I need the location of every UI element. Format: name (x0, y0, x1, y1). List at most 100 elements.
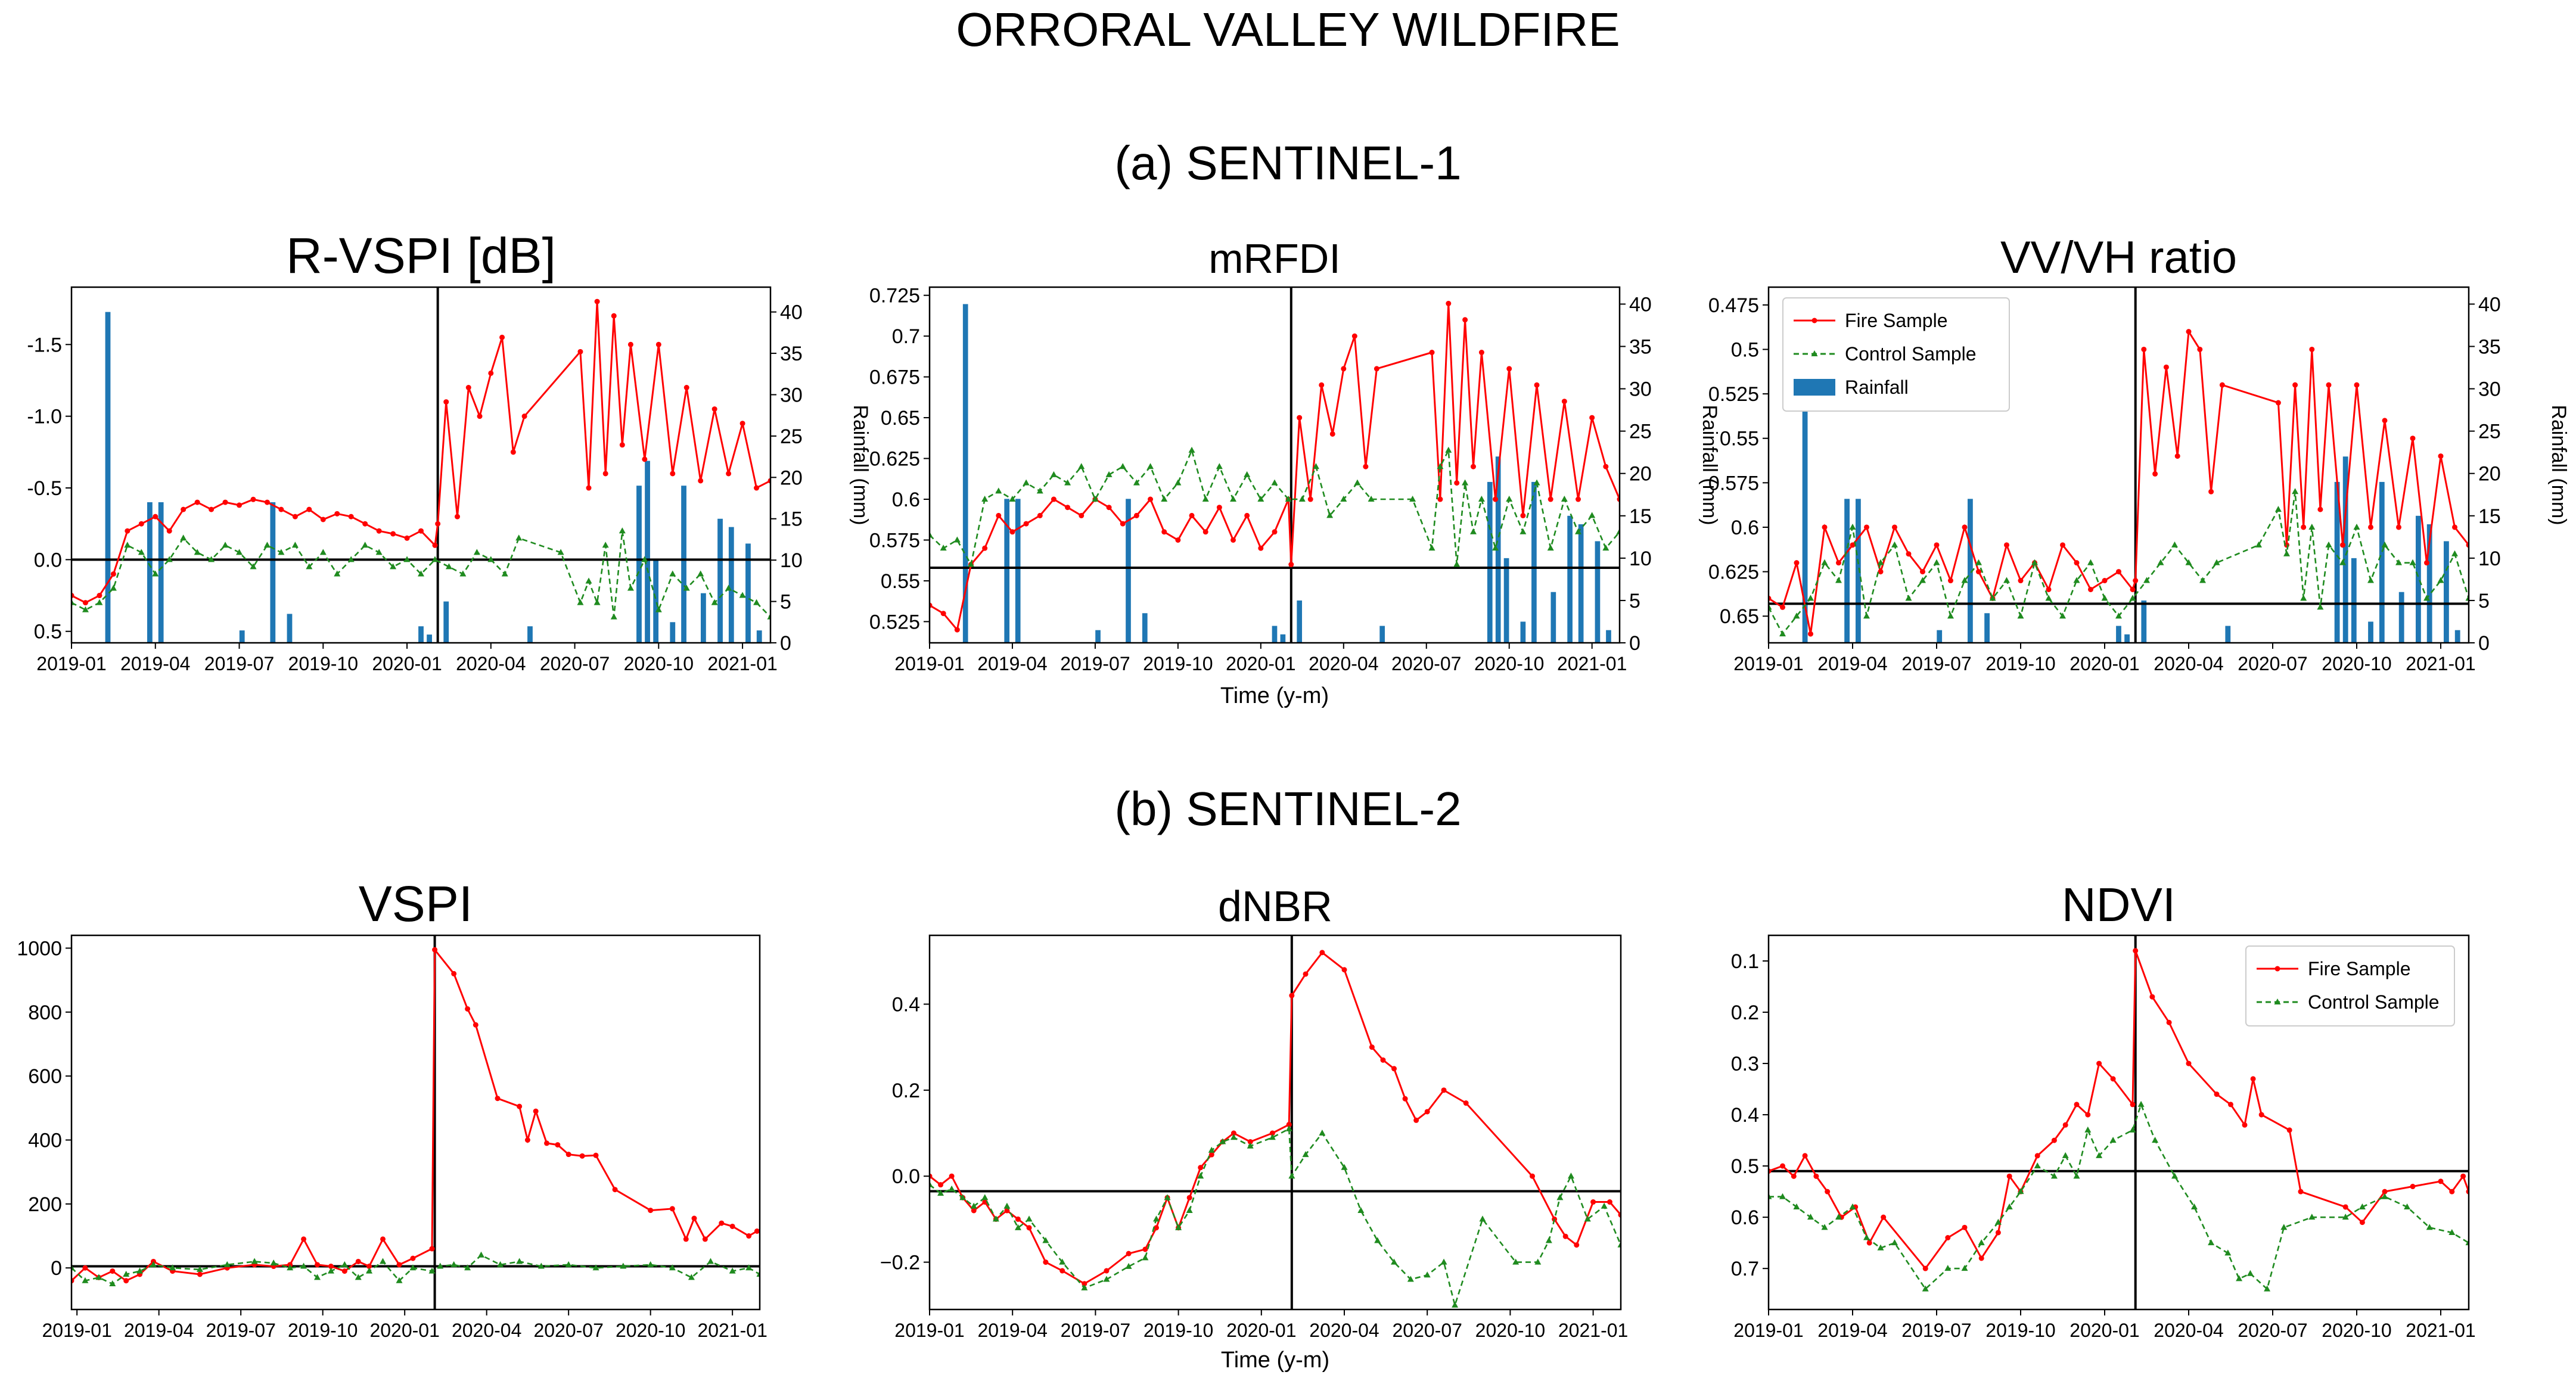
chart-ndvi-fire-point (1813, 1173, 1819, 1179)
chart-vvvh-control-point (1989, 595, 1996, 601)
chart-dnbr-control-point (1319, 1130, 1326, 1136)
chart-vspi-fire-point (380, 1236, 386, 1242)
chart-vvvh-control-point (2059, 612, 2066, 619)
chart-vvvh-x-tick-label: 2020-07 (2238, 653, 2307, 674)
chart-rvspi-fire-point (577, 349, 583, 354)
chart-vspi-fire-point (669, 1206, 675, 1212)
chart-vvvh: VV/VH ratio 0 5 10 15 20 25 30 35 40 Rainfall (mm)… (1708, 232, 2570, 674)
chart-rvspi-y2-tick-label: 0 (780, 632, 791, 655)
chart-rvspi-y2-tick-label: 20 (780, 466, 803, 489)
chart-dnbr-fire-point (1530, 1173, 1536, 1179)
chart-rvspi-fire-point (521, 413, 527, 419)
chart-dnbr-x-tick-label: 2021-01 (1558, 1320, 1628, 1341)
chart-vvvh-y-tick-label: 0.6 (1731, 517, 1759, 539)
chart-dnbr-control-point (1103, 1276, 1110, 1282)
chart-ndvi-fire-point (1881, 1214, 1887, 1220)
chart-vvvh-fire-point (2410, 436, 2416, 441)
chart-rvspi-fire-point (611, 313, 617, 319)
chart-rvspi-x-tick-label: 2019-01 (36, 653, 106, 674)
chart-vvvh-control-point (2409, 559, 2416, 565)
chart-dnbr-control-point (1601, 1202, 1608, 1209)
chart-rvspi-rainfall-bar (745, 543, 751, 643)
chart-vspi-x-tick-label: 2021-01 (697, 1320, 767, 1341)
chart-ndvi-control-point (1922, 1285, 1929, 1292)
chart-ndvi-fire-point (2186, 1060, 2192, 1066)
chart-vvvh-rainfall-bar (2116, 626, 2121, 643)
chart-dnbr-control-point (1374, 1237, 1381, 1243)
chart-rvspi-fire-point (627, 341, 633, 347)
chart-vspi-fire-point (565, 1152, 571, 1158)
chart-mrfdi-series-control (930, 446, 1620, 567)
chart-rvspi-y2-label: Rainfall (mm) (849, 405, 872, 525)
chart-ndvi-y-tick-label: 0.3 (1731, 1053, 1759, 1075)
chart-vvvh-x-tick-label: 2020-10 (2322, 653, 2391, 674)
chart-vvvh-rainfall-bar (2454, 630, 2460, 643)
chart-rvspi-fire-point (362, 521, 368, 527)
chart-ndvi-fire-point (2062, 1122, 2068, 1128)
chart-vvvh-control-point (1933, 559, 1940, 565)
chart-rvspi-control-point (669, 570, 676, 577)
chart-vspi-control-point (314, 1274, 321, 1280)
chart-rvspi-x-tick-label: 2019-07 (204, 653, 274, 674)
chart-vvvh-control-point (1821, 559, 1828, 565)
chart-rvspi-y2-tick-label: 10 (780, 549, 803, 572)
chart-rvspi-fire-point (488, 370, 494, 376)
chart-rvspi-fire-point (250, 496, 256, 502)
chart-mrfdi-control-point (1506, 496, 1513, 502)
chart-mrfdi-fire-point (1319, 382, 1325, 388)
chart-dnbr-y-tick-label: −0.2 (880, 1252, 920, 1274)
chart-rvspi-control-point (362, 542, 369, 548)
chart-vvvh-rainfall-bar (2379, 481, 2385, 643)
chart-mrfdi-y-tick-label: 0.525 (869, 611, 920, 633)
chart-vvvh-fire-point (2438, 453, 2444, 459)
chart-rvspi-fire-point (510, 449, 516, 455)
chart-dnbr-control-point (1125, 1262, 1132, 1269)
chart-ndvi-control-point (2017, 1188, 2024, 1195)
chart-rvspi-control-point (655, 606, 662, 612)
chart-rvspi-x-tick-label: 2019-10 (288, 653, 358, 674)
chart-vvvh-control-point (1793, 612, 1800, 619)
chart-vvvh-fire-point (2317, 506, 2323, 512)
chart-vspi-control-point (341, 1261, 348, 1267)
chart-vvvh-fire-point (1934, 542, 1940, 548)
chart-dnbr-series-control (930, 1125, 1621, 1308)
chart-ndvi-y-tick-label: 0.6 (1731, 1206, 1759, 1229)
chart-rvspi-fire-point (292, 514, 298, 520)
chart-vspi-fire-point (612, 1187, 618, 1193)
chart-vspi-control-point (223, 1261, 231, 1267)
chart-ndvi-fire-point (2214, 1091, 2220, 1097)
chart-dnbr-y-tick-label: 0.2 (892, 1080, 920, 1102)
chart-vvvh-fire-point (2309, 346, 2315, 352)
chart-ndvi-control-point (2381, 1193, 2388, 1199)
chart-mrfdi-control-point (1478, 496, 1485, 502)
chart-vvvh-fire-point (1920, 569, 1925, 575)
chart-vspi-control-line (72, 1254, 760, 1285)
chart-vvvh-control-point (2101, 595, 2108, 601)
chart-dnbr-fire-point (1441, 1087, 1447, 1093)
chart-rvspi-rainfall-bar (427, 634, 432, 643)
chart-rvspi-fire-point (264, 499, 270, 505)
chart-mrfdi-y-tick-label: 0.575 (869, 529, 920, 552)
chart-rvspi-rainfall-bar (527, 626, 533, 643)
chart-dnbr-x-label: Time (y-m) (1221, 1348, 1329, 1373)
chart-rvspi-control-point (110, 584, 117, 591)
chart-mrfdi-rainfall-bar (1567, 515, 1573, 643)
chart-vspi-control-point (355, 1274, 362, 1280)
chart-vspi-x-tick-label: 2020-01 (369, 1320, 439, 1341)
chart-vvvh-legend-label: Fire Sample (1845, 310, 1948, 331)
chart-rvspi-control-point (585, 577, 592, 584)
chart-vvvh-control-point (2325, 541, 2332, 548)
chart-dnbr-x-tick-label: 2019-01 (894, 1320, 964, 1341)
chart-ndvi-fire-point (1995, 1230, 2001, 1236)
chart-rvspi-fire-point (443, 399, 449, 405)
chart-rvspi-control-point (319, 549, 327, 555)
chart-vspi-control-point (396, 1277, 403, 1283)
chart-vvvh-fire-point (2088, 586, 2093, 592)
chart-ndvi-control-line (1769, 1102, 2469, 1290)
chart-vvvh-control-point (2031, 559, 2038, 565)
chart-mrfdi-fire-point (1216, 505, 1222, 511)
chart-rvspi-x-tick-label: 2019-04 (120, 653, 190, 674)
chart-ndvi-control-point (2190, 1203, 2198, 1209)
chart-vspi-fire-point (648, 1208, 654, 1214)
